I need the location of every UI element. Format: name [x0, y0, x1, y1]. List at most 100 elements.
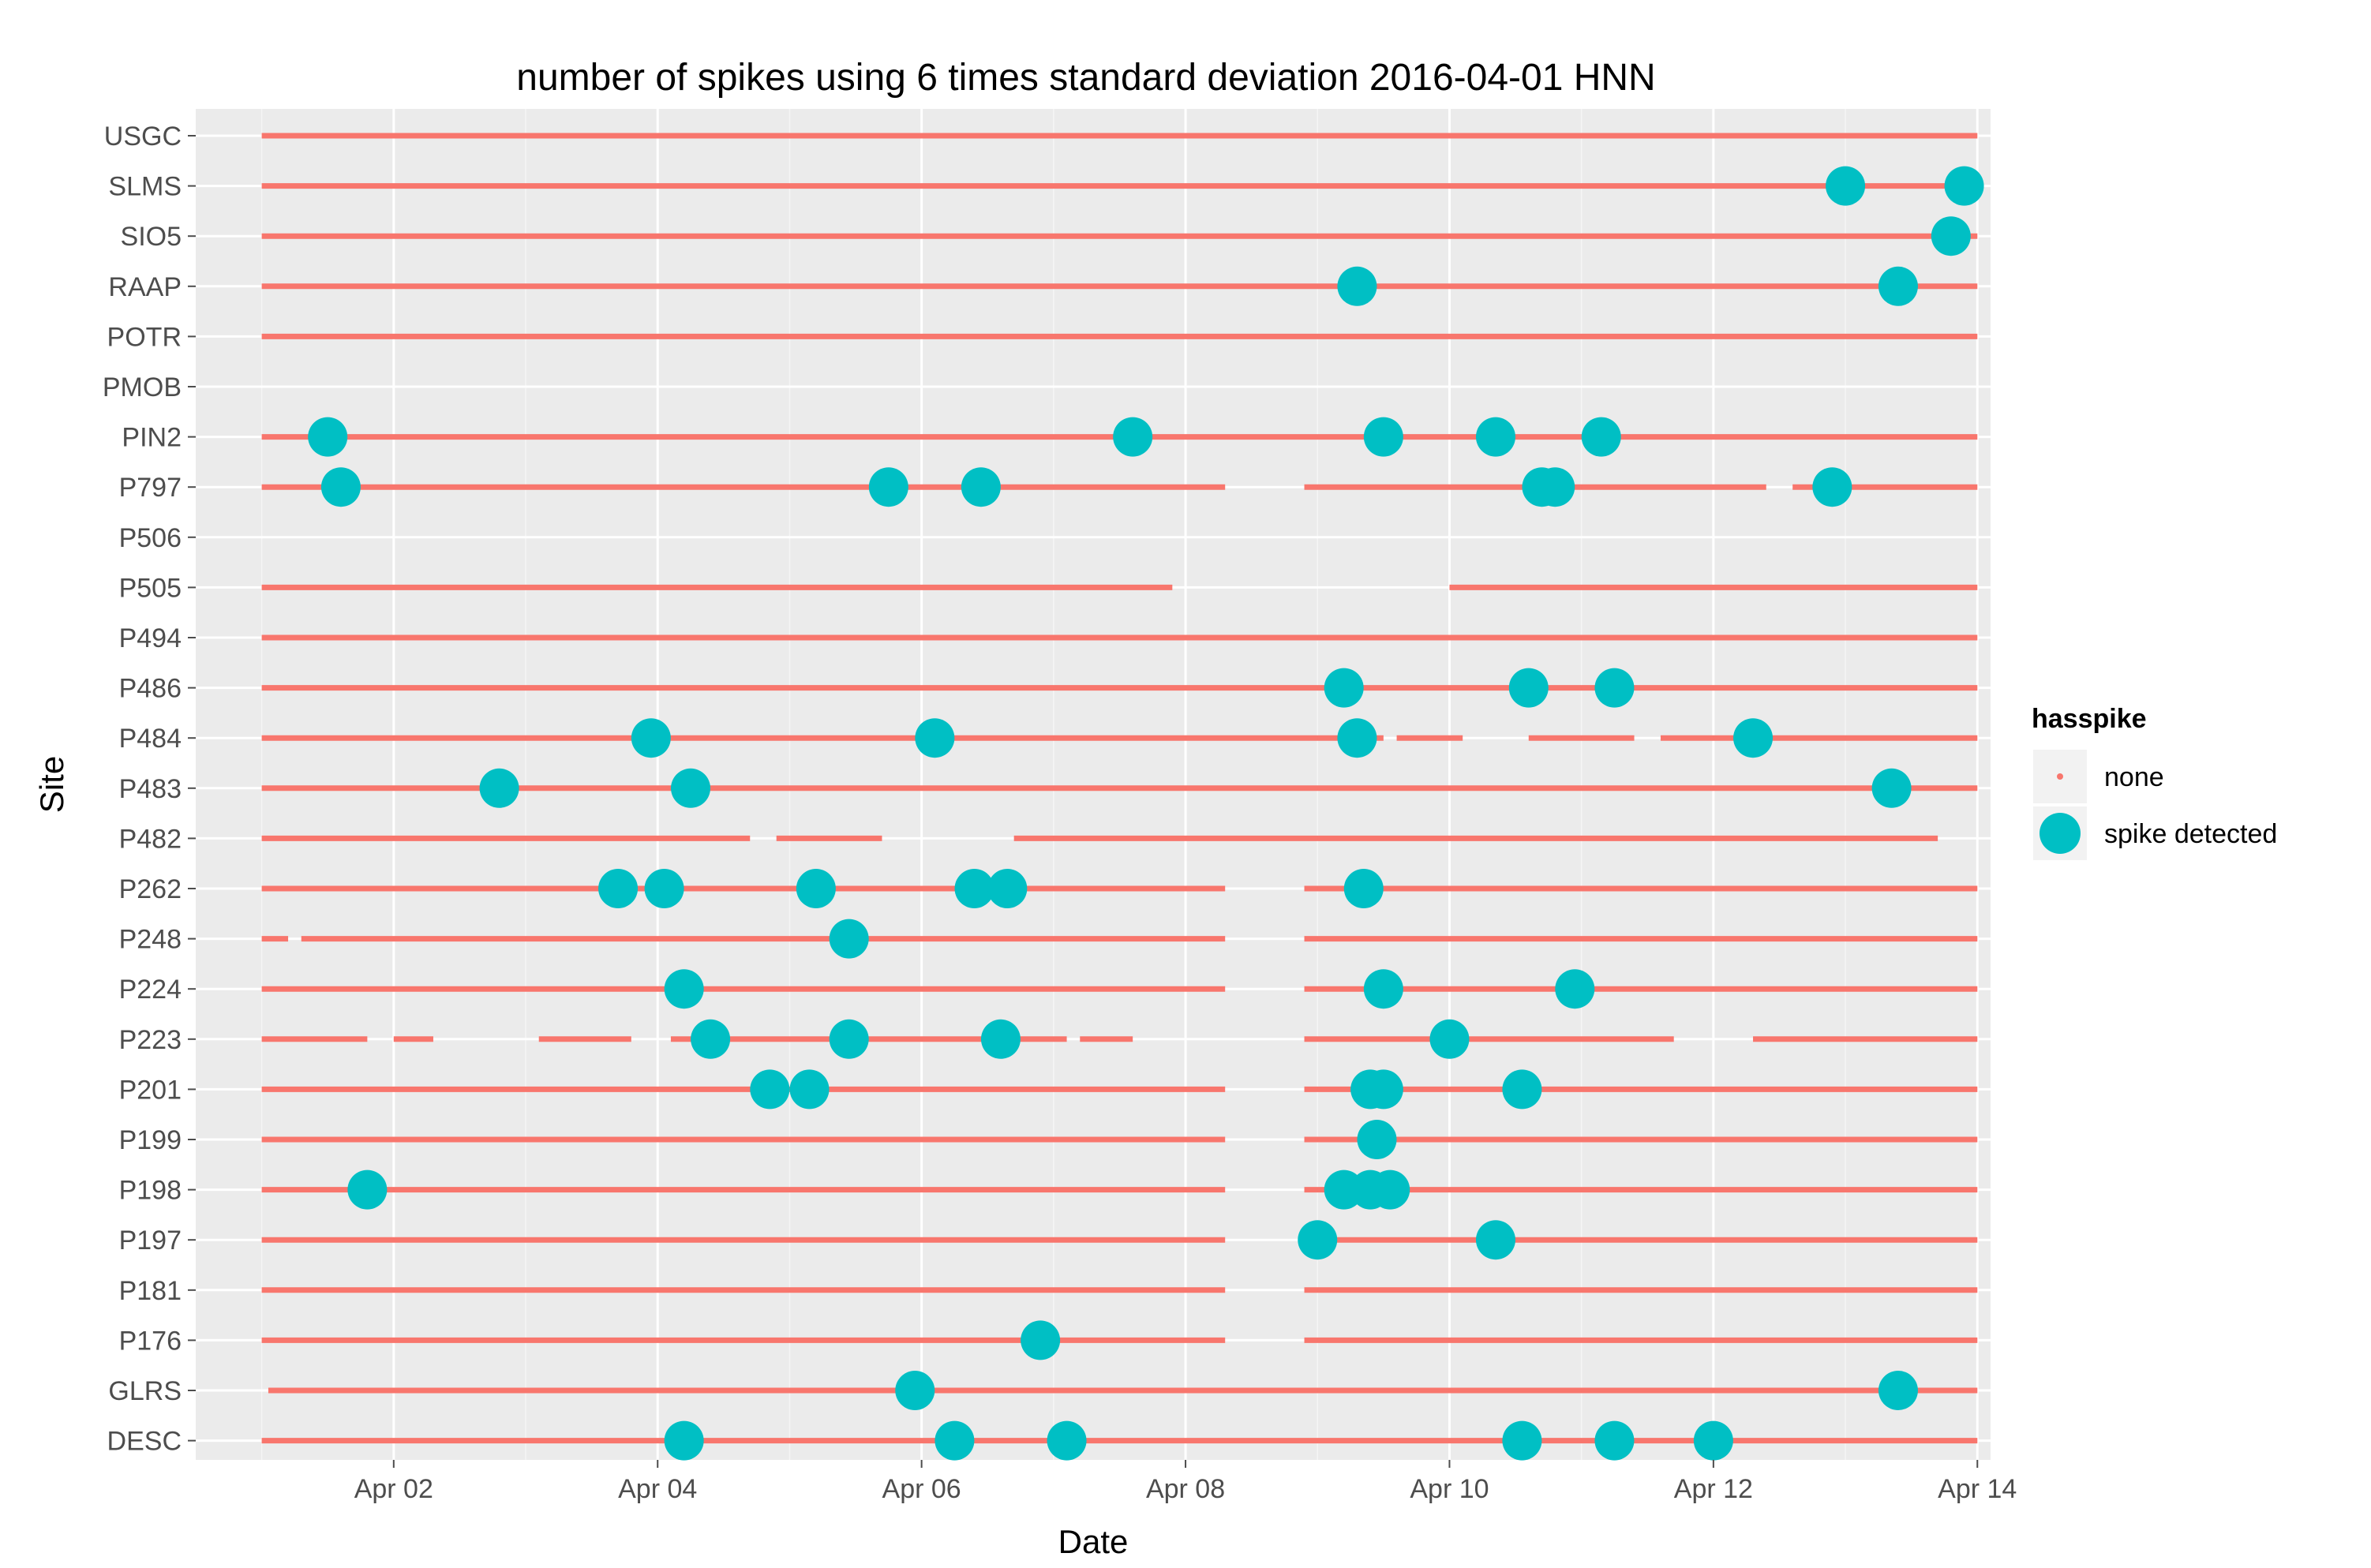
spike-point-p224: [1363, 969, 1403, 1009]
legend-title: hasspike: [2032, 704, 2147, 734]
x-tick-label: Apr 02: [354, 1474, 433, 1504]
spike-point-desc: [1594, 1420, 1635, 1461]
spike-point-p223: [1429, 1019, 1470, 1059]
x-tick-label: Apr 12: [1674, 1474, 1753, 1504]
spike-point-desc: [664, 1420, 704, 1461]
y-tick-label: DESC: [107, 1427, 182, 1457]
spike-point-p262: [1343, 869, 1384, 908]
spike-point-p483: [479, 768, 519, 808]
spike-point-p199: [1357, 1120, 1397, 1159]
y-tick-label: PMOB: [103, 372, 182, 402]
y-tick-label: P223: [119, 1025, 182, 1055]
legend: hasspike none spike detected: [2032, 704, 2277, 860]
spike-point-p262: [987, 869, 1028, 908]
spike-point-p262: [644, 869, 684, 908]
spike-point-p797: [1535, 467, 1575, 507]
legend-label-spike-detected: spike detected: [2104, 819, 2277, 849]
spike-point-p201: [1502, 1069, 1542, 1110]
spike-point-pin2: [1113, 417, 1153, 457]
spike-point-desc: [935, 1420, 975, 1461]
y-tick-label: RAAP: [108, 272, 182, 302]
spike-point-p224: [664, 969, 704, 1009]
y-tick-label: SLMS: [108, 172, 182, 202]
spike-point-p486: [1594, 668, 1635, 708]
spike-point-p176: [1021, 1320, 1061, 1360]
y-tick-label: P797: [119, 473, 182, 503]
spike-point-p262: [796, 869, 836, 908]
y-tick-label: P181: [119, 1276, 182, 1306]
spike-point-p797: [1812, 467, 1852, 507]
spike-point-p197: [1475, 1220, 1515, 1260]
spike-point-p484: [1733, 718, 1774, 758]
y-tick-label: P198: [119, 1176, 182, 1206]
y-tick-label: P494: [119, 623, 182, 653]
x-tick-label: Apr 14: [1938, 1474, 2017, 1504]
spike-point-p797: [868, 467, 908, 507]
y-tick-label: POTR: [107, 322, 182, 352]
y-axis-title: Site: [33, 756, 70, 813]
chart-title: number of spikes using 6 times standard …: [516, 57, 1655, 99]
spike-point-p198: [347, 1169, 388, 1210]
y-tick-label: P484: [119, 724, 182, 754]
spike-point-pin2: [308, 417, 348, 457]
spike-point-p201: [1363, 1069, 1403, 1110]
y-tick-label: SIO5: [121, 222, 182, 252]
spike-point-p223: [829, 1019, 869, 1059]
spike-point-p223: [691, 1019, 731, 1059]
spike-point-p197: [1298, 1220, 1338, 1260]
spike-point-pin2: [1475, 417, 1515, 457]
spike-point-p201: [789, 1069, 830, 1110]
spike-point-pin2: [1581, 417, 1621, 457]
spike-point-slms: [1826, 166, 1866, 206]
y-tick-label: P482: [119, 824, 182, 854]
x-axis: Apr 02 Apr 04 Apr 06 Apr 08 Apr 10 Apr 12 Apr …: [354, 1460, 2017, 1504]
y-tick-label: P505: [119, 573, 182, 603]
spike-point-desc: [1047, 1420, 1087, 1461]
spike-point-p484: [631, 718, 671, 758]
spike-point-glrs: [895, 1371, 935, 1410]
y-tick-label: USGC: [104, 122, 182, 152]
spike-point-slms: [1944, 166, 1984, 206]
spike-point-p486: [1324, 668, 1364, 708]
spike-point-pin2: [1363, 417, 1403, 457]
y-tick-label: P483: [119, 774, 182, 804]
y-tick-label: P199: [119, 1125, 182, 1155]
legend-key-spike-detected: [2040, 813, 2081, 854]
spike-point-desc: [1502, 1420, 1542, 1461]
plot-panel: [196, 109, 1991, 1460]
spike-point-glrs: [1878, 1371, 1918, 1410]
y-tick-label: P224: [119, 975, 182, 1005]
x-tick-label: Apr 06: [882, 1474, 961, 1504]
y-axis: USGC SLMS SIO5 RAAP POTR PMOB PIN2 P797 P506 P505…: [103, 122, 196, 1457]
y-tick-label: GLRS: [108, 1376, 182, 1406]
x-tick-label: Apr 04: [618, 1474, 697, 1504]
y-tick-label: PIN2: [122, 423, 182, 453]
spike-point-raap: [1878, 266, 1918, 306]
y-tick-label: P176: [119, 1326, 182, 1356]
spike-point-p262: [598, 869, 639, 908]
spike-point-p223: [980, 1019, 1021, 1059]
spike-point-p198: [1370, 1169, 1410, 1210]
data-series: [261, 133, 1984, 1461]
y-tick-label: P197: [119, 1226, 182, 1256]
spike-point-p483: [671, 768, 711, 808]
y-tick-label: P486: [119, 674, 182, 704]
spike-point-desc: [1693, 1420, 1733, 1461]
y-tick-label: P506: [119, 523, 182, 553]
legend-label-none: none: [2104, 762, 2164, 792]
legend-key-none: [2057, 773, 2063, 780]
x-tick-label: Apr 10: [1410, 1474, 1489, 1504]
x-tick-label: Apr 08: [1146, 1474, 1225, 1504]
y-tick-label: P262: [119, 874, 182, 904]
spike-point-p797: [961, 467, 1001, 507]
spike-point-p484: [1337, 718, 1377, 758]
spike-point-p797: [320, 467, 361, 507]
x-axis-title: Date: [1058, 1523, 1129, 1560]
spike-point-sio5: [1931, 216, 1971, 256]
spike-point-p486: [1508, 668, 1549, 708]
spike-point-p201: [750, 1069, 790, 1110]
spike-point-p248: [829, 919, 869, 959]
spike-point-p224: [1555, 969, 1595, 1009]
spike-point-p262: [954, 869, 994, 908]
